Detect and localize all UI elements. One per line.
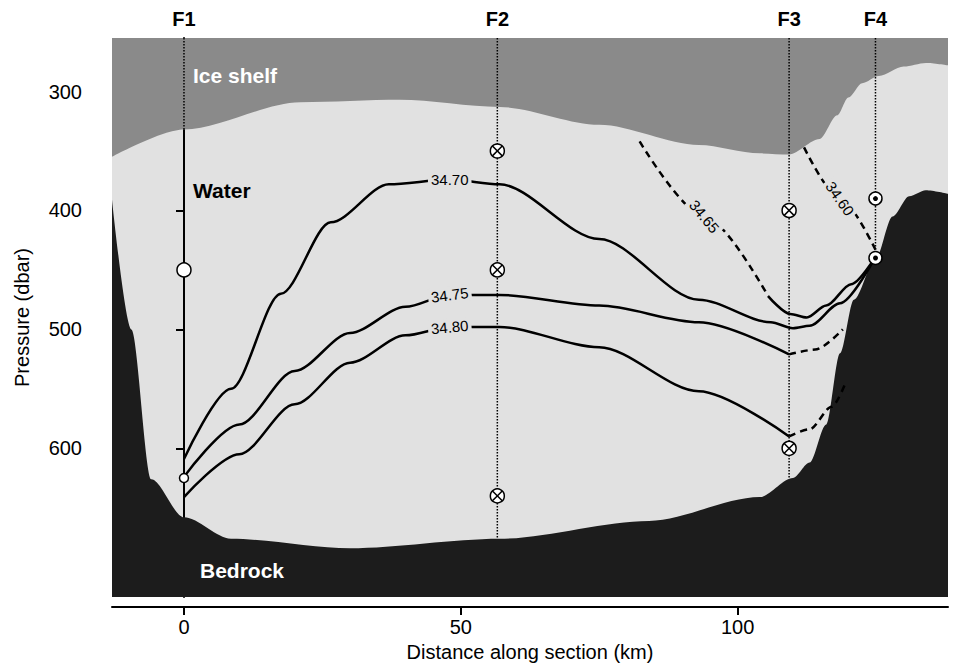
svg-text:34.75: 34.75	[430, 284, 469, 306]
svg-text:500: 500	[49, 318, 82, 340]
svg-text:Pressure (dbar): Pressure (dbar)	[11, 248, 33, 387]
svg-text:F4: F4	[864, 8, 888, 30]
svg-text:600: 600	[49, 437, 82, 459]
svg-text:34.65: 34.65	[686, 197, 723, 237]
svg-text:F2: F2	[486, 8, 509, 30]
svg-text:50: 50	[450, 616, 472, 638]
svg-text:34.70: 34.70	[431, 171, 469, 188]
svg-text:Bedrock: Bedrock	[200, 559, 284, 582]
svg-text:Ice shelf: Ice shelf	[193, 64, 278, 87]
svg-text:34.60: 34.60	[822, 178, 857, 218]
svg-text:Water: Water	[193, 179, 251, 202]
svg-text:Distance along section (km): Distance along section (km)	[407, 641, 654, 663]
svg-text:F3: F3	[777, 8, 800, 30]
svg-text:F1: F1	[172, 8, 195, 30]
svg-text:300: 300	[49, 81, 82, 103]
svg-text:34.80: 34.80	[430, 317, 469, 337]
svg-text:0: 0	[178, 616, 189, 638]
svg-text:100: 100	[721, 616, 754, 638]
svg-text:400: 400	[49, 199, 82, 221]
